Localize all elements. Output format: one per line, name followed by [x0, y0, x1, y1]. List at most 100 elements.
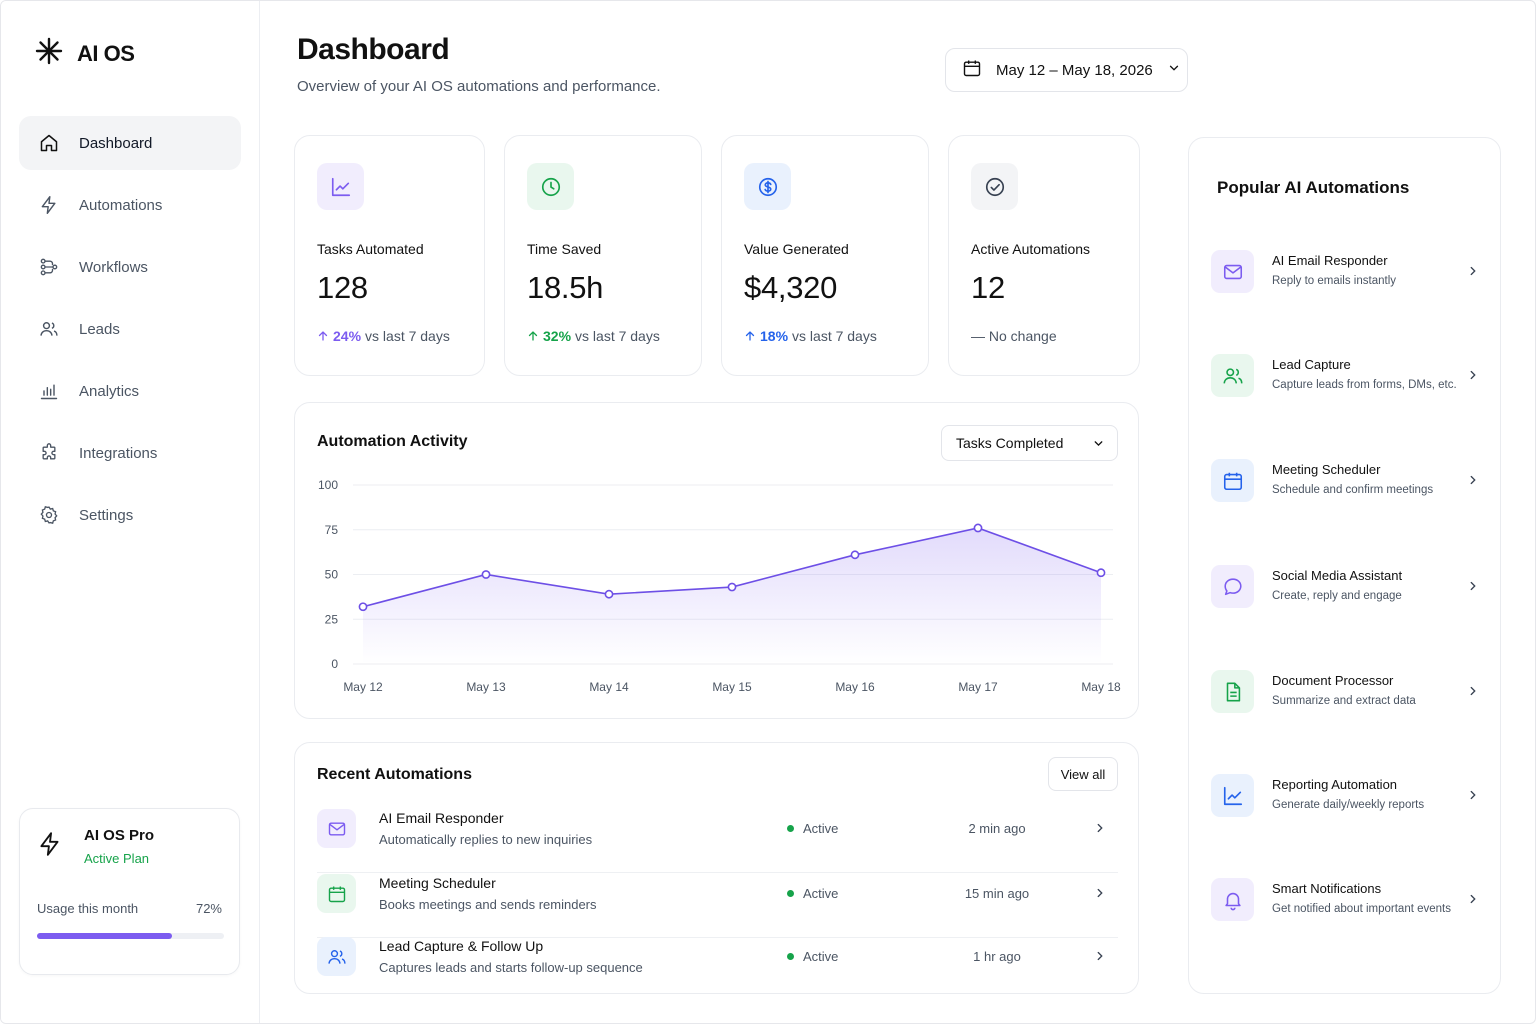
- recent-row[interactable]: Lead Capture & Follow Up Captures leads …: [317, 937, 1118, 1001]
- usage-progress-bar: [37, 933, 224, 939]
- brand-name: AI OS: [77, 40, 135, 66]
- sidebar-item-dashboard[interactable]: Dashboard: [19, 116, 241, 170]
- plan-card[interactable]: AI OS Pro Active Plan Usage this month 7…: [19, 808, 240, 975]
- usage-percent: 72%: [195, 901, 222, 916]
- trend-chart-icon: [317, 163, 364, 210]
- sidebar-item-label: Automations: [79, 196, 163, 214]
- recent-time: 1 hr ago: [973, 949, 1021, 964]
- stat-change-text: vs last 7 days: [792, 328, 877, 344]
- y-tick-label: 100: [318, 478, 338, 492]
- popular-item[interactable]: Lead Capture Capture leads from forms, D…: [1211, 354, 1481, 402]
- recent-row[interactable]: AI Email Responder Automatically replies…: [317, 809, 1118, 873]
- x-tick-label: May 16: [835, 680, 875, 694]
- users-icon: [1211, 354, 1254, 397]
- recent-desc: Captures leads and starts follow-up sequ…: [379, 960, 643, 975]
- popular-item[interactable]: Social Media Assistant Create, reply and…: [1211, 565, 1481, 613]
- users-icon: [38, 318, 60, 340]
- sidebar-item-automations[interactable]: Automations: [19, 178, 241, 232]
- recent-desc: Automatically replies to new inquiries: [379, 832, 593, 847]
- popular-item[interactable]: Document Processor Summarize and extract…: [1211, 670, 1481, 718]
- stat-value: 18.5h: [527, 270, 604, 305]
- chevron-right-icon: [1466, 473, 1480, 492]
- popular-desc: Schedule and confirm meetings: [1272, 484, 1434, 496]
- sidebar-item-workflows[interactable]: Workflows: [19, 240, 241, 294]
- status-text: Active: [803, 949, 839, 964]
- status-badge: Active: [787, 886, 838, 901]
- stat-change: 24% vs last 7 days: [317, 328, 450, 344]
- y-tick-label: 50: [325, 568, 339, 582]
- recent-name: Lead Capture & Follow Up: [379, 938, 544, 954]
- sidebar-item-label: Integrations: [79, 444, 158, 462]
- document-icon: [1211, 670, 1254, 713]
- chart-metric-select[interactable]: Tasks Completed: [941, 425, 1118, 461]
- sidebar-item-label: Analytics: [79, 382, 140, 400]
- popular-item[interactable]: Reporting Automation Generate daily/week…: [1211, 774, 1481, 822]
- page-title: Dashboard: [297, 33, 450, 66]
- sidebar-item-label: Leads: [79, 320, 120, 338]
- stat-label: Active Automations: [971, 241, 1091, 257]
- data-point: [850, 550, 860, 560]
- brand[interactable]: AI OS: [35, 37, 135, 70]
- home-icon: [38, 132, 60, 154]
- chevron-right-icon: [1466, 684, 1480, 703]
- sidebar-item-settings[interactable]: Settings: [19, 488, 241, 542]
- sidebar-item-integrations[interactable]: Integrations: [19, 426, 241, 480]
- chat-icon: [1211, 565, 1254, 608]
- recent-name: AI Email Responder: [379, 810, 504, 826]
- stat-change: 32% vs last 7 days: [527, 328, 660, 344]
- view-all-button[interactable]: View all: [1048, 757, 1118, 791]
- popular-title: Popular AI Automations: [1217, 178, 1410, 197]
- chevron-right-icon: [1093, 886, 1107, 905]
- chevron-right-icon: [1466, 788, 1480, 807]
- status-dot: [787, 825, 794, 832]
- calendar-icon: [317, 874, 356, 913]
- arrow-up-icon: [745, 331, 755, 341]
- data-point: [973, 523, 983, 533]
- stat-change-percent: 32%: [543, 328, 572, 344]
- popular-desc: Get notified about important events: [1272, 903, 1451, 915]
- chevron-down-icon: [1092, 437, 1105, 453]
- popular-item[interactable]: AI Email Responder Reply to emails insta…: [1211, 250, 1481, 298]
- popular-name: Reporting Automation: [1272, 777, 1398, 792]
- chart-metric-select-value: Tasks Completed: [956, 435, 1064, 451]
- popular-name: Lead Capture: [1272, 357, 1351, 372]
- plan-status: Active Plan: [84, 851, 150, 866]
- sidebar-item-analytics[interactable]: Analytics: [19, 364, 241, 418]
- trend-chart-icon: [1211, 774, 1254, 817]
- recent-row[interactable]: Meeting Scheduler Books meetings and sen…: [317, 874, 1118, 938]
- chart-title: Automation Activity: [317, 433, 468, 450]
- stat-card-tasks-automated[interactable]: Tasks Automated 128 24% vs last 7 days: [294, 135, 485, 376]
- y-tick-label: 0: [331, 657, 338, 671]
- popular-desc: Capture leads from forms, DMs, etc.: [1272, 379, 1457, 391]
- x-tick-label: May 17: [958, 680, 998, 694]
- series-area: [363, 527, 1101, 664]
- data-point: [481, 570, 491, 579]
- status-text: Active: [803, 821, 839, 836]
- sidebar-item-label: Settings: [79, 506, 134, 524]
- stat-change-percent: 18%: [760, 328, 789, 344]
- popular-desc: Create, reply and engage: [1272, 590, 1402, 602]
- analytics-icon: [38, 380, 60, 402]
- sidebar-item-leads[interactable]: Leads: [19, 302, 241, 356]
- usage-label: Usage this month: [37, 901, 139, 916]
- stat-card-value-generated[interactable]: Value Generated $4,320 18% vs last 7 day…: [721, 135, 929, 376]
- stat-change: — No change: [971, 328, 1057, 344]
- mail-icon: [317, 809, 356, 848]
- popular-desc: Generate daily/weekly reports: [1272, 799, 1425, 811]
- popular-item[interactable]: Meeting Scheduler Schedule and confirm m…: [1211, 459, 1481, 507]
- popular-name: Smart Notifications: [1272, 881, 1382, 896]
- users-icon: [317, 937, 356, 976]
- popular-item[interactable]: Smart Notifications Get notified about i…: [1211, 878, 1481, 926]
- popular-automations-card: Popular AI Automations AI Email Responde…: [1188, 137, 1501, 994]
- bell-icon: [1211, 878, 1254, 921]
- check-circle-icon: [971, 163, 1018, 210]
- chevron-right-icon: [1466, 579, 1480, 598]
- stat-card-time-saved[interactable]: Time Saved 18.5h 32% vs last 7 days: [504, 135, 702, 376]
- recent-name: Meeting Scheduler: [379, 875, 496, 891]
- date-range-picker[interactable]: May 12 – May 18, 2026: [945, 48, 1188, 92]
- stat-change-percent: 24%: [333, 328, 362, 344]
- stat-card-active-automations[interactable]: Active Automations 12 — No change: [948, 135, 1140, 376]
- chevron-right-icon: [1466, 264, 1480, 283]
- status-dot: [787, 890, 794, 897]
